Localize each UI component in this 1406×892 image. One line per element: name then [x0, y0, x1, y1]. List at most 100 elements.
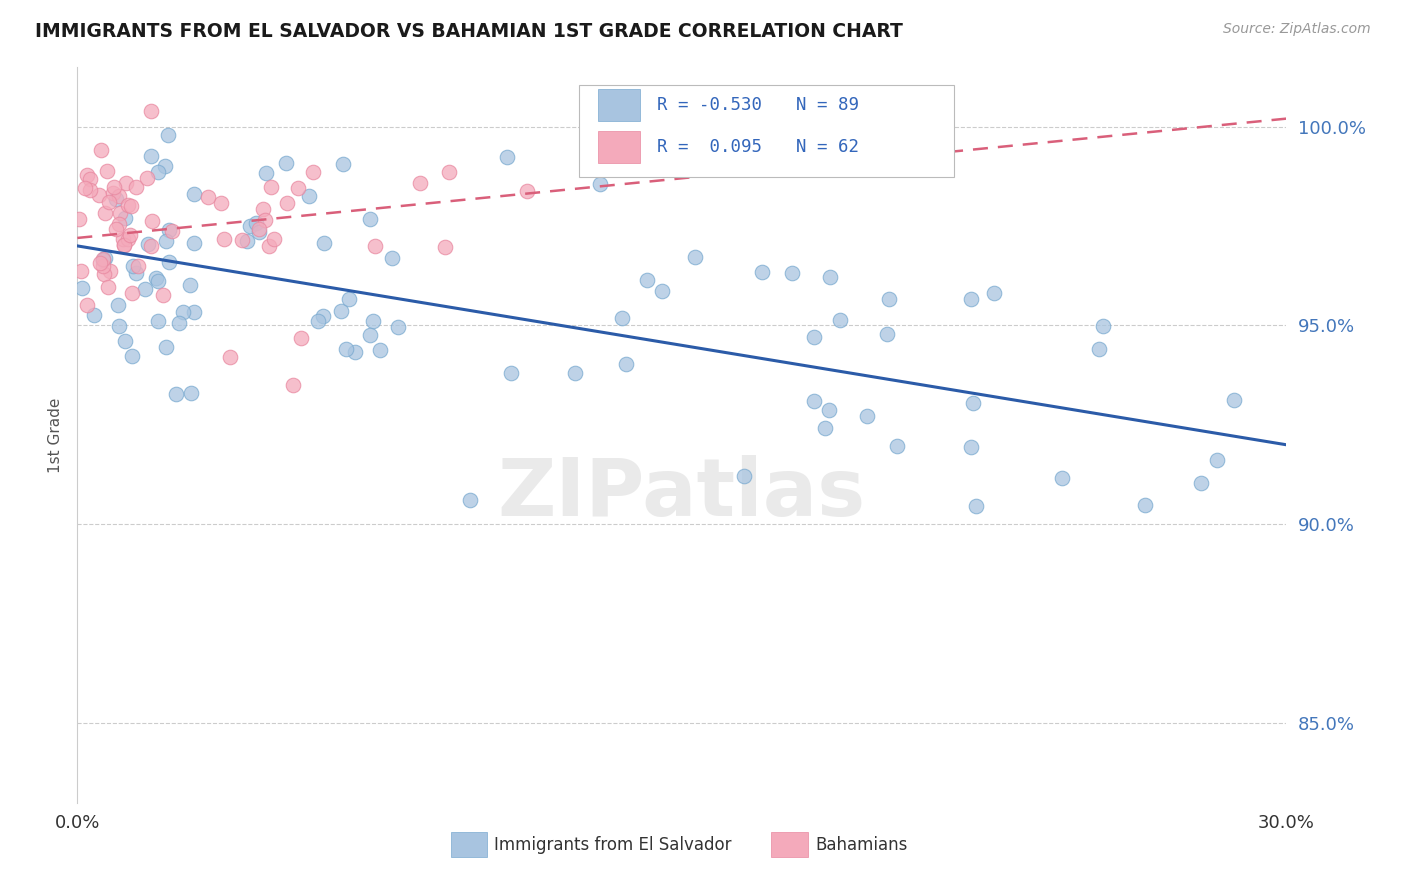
Point: [274, 156, 297, 170]
Point: [343, 344, 366, 359]
Point: [564, 366, 586, 380]
Point: [160, 224, 183, 238]
Point: [1092, 318, 1115, 333]
Point: [179, 278, 201, 293]
Point: [183, 305, 205, 319]
Point: [983, 286, 1005, 301]
Text: N = 62: N = 62: [796, 138, 859, 156]
Point: [112, 237, 135, 252]
Point: [98, 194, 121, 209]
Point: [381, 251, 404, 265]
Point: [136, 171, 159, 186]
Point: [335, 342, 357, 356]
Point: [209, 195, 232, 210]
Point: [121, 349, 143, 363]
Text: ZIPatlas: ZIPatlas: [498, 455, 866, 533]
Point: [307, 314, 329, 328]
Point: [614, 357, 637, 371]
Point: [329, 303, 352, 318]
Point: [139, 239, 162, 253]
Text: N = 89: N = 89: [796, 95, 859, 114]
Point: [302, 165, 325, 179]
Text: Source: ZipAtlas.com: Source: ZipAtlas.com: [1223, 22, 1371, 37]
Point: [121, 259, 143, 273]
Point: [183, 187, 205, 202]
Point: [91, 252, 114, 267]
Point: [108, 217, 131, 231]
Point: [96, 164, 118, 178]
Point: [276, 195, 298, 210]
Point: [110, 206, 132, 220]
Point: [612, 310, 634, 325]
Point: [312, 309, 335, 323]
Point: [263, 232, 285, 246]
Point: [247, 221, 270, 235]
Point: [93, 252, 115, 266]
Point: [114, 211, 136, 225]
Point: [145, 271, 167, 285]
Point: [516, 184, 538, 198]
Point: [828, 312, 851, 326]
Point: [332, 157, 354, 171]
Point: [157, 255, 180, 269]
Point: [818, 269, 841, 284]
Point: [157, 223, 180, 237]
Point: [172, 305, 194, 319]
Point: [733, 468, 755, 483]
Point: [219, 351, 242, 365]
Point: [90, 143, 112, 157]
Point: [253, 213, 276, 227]
Point: [139, 148, 162, 162]
Point: [79, 183, 101, 197]
Point: [247, 225, 270, 239]
Point: [89, 255, 111, 269]
Y-axis label: 1st Grade: 1st Grade: [48, 397, 63, 473]
Point: [245, 216, 267, 230]
Point: [814, 421, 837, 435]
Text: Bahamians: Bahamians: [815, 836, 907, 854]
Point: [337, 292, 360, 306]
Point: [1088, 342, 1111, 356]
Point: [499, 366, 522, 380]
Point: [260, 179, 283, 194]
FancyBboxPatch shape: [599, 131, 640, 163]
Point: [112, 232, 135, 246]
Point: [136, 237, 159, 252]
Point: [254, 166, 277, 180]
Point: [458, 492, 481, 507]
Point: [87, 188, 110, 202]
Point: [651, 284, 673, 298]
Point: [683, 250, 706, 264]
Point: [108, 318, 131, 333]
Point: [312, 236, 335, 251]
Point: [146, 165, 169, 179]
Point: [589, 177, 612, 191]
Point: [439, 164, 461, 178]
Point: [91, 259, 114, 273]
Point: [183, 235, 205, 250]
Point: [387, 320, 409, 334]
Point: [165, 387, 187, 401]
Point: [359, 212, 381, 227]
Point: [97, 279, 120, 293]
Point: [115, 176, 138, 190]
Point: [287, 181, 309, 195]
Point: [117, 232, 139, 246]
Point: [281, 378, 304, 392]
Point: [155, 340, 177, 354]
Point: [108, 189, 131, 203]
Point: [112, 238, 135, 252]
Point: [960, 440, 983, 454]
Point: [180, 386, 202, 401]
Point: [803, 329, 825, 343]
Point: [962, 396, 984, 410]
Point: [76, 298, 98, 312]
Point: [1135, 498, 1157, 512]
Text: IMMIGRANTS FROM EL SALVADOR VS BAHAMIAN 1ST GRADE CORRELATION CHART: IMMIGRANTS FROM EL SALVADOR VS BAHAMIAN …: [35, 22, 903, 41]
Point: [359, 327, 381, 342]
Point: [1189, 476, 1212, 491]
Point: [121, 285, 143, 300]
Point: [236, 234, 259, 248]
Point: [960, 293, 983, 307]
Point: [252, 202, 274, 216]
